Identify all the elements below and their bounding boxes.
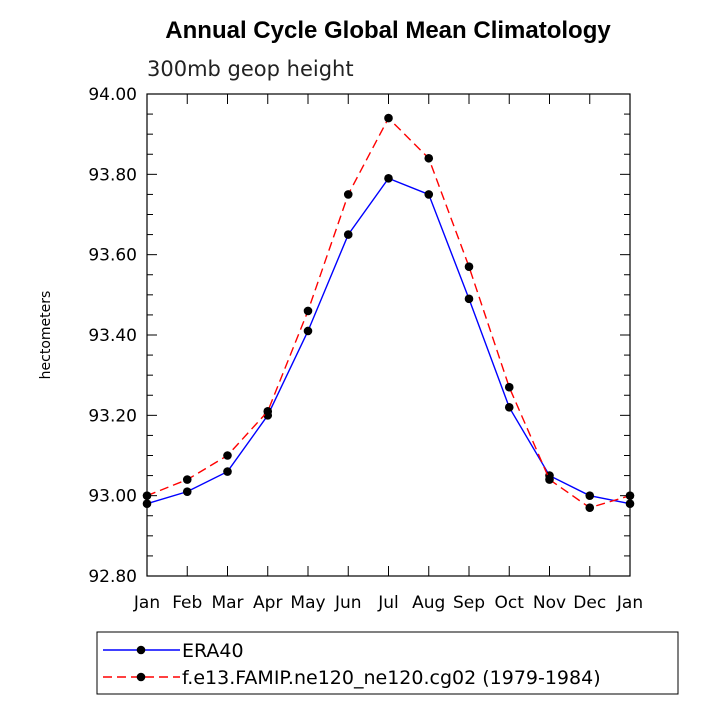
data-point-series-2 [545,475,554,484]
chart-subtitle: 300mb geop height [147,57,354,81]
y-tick-label: 93.00 [88,487,137,507]
x-tick-label: May [290,593,325,613]
y-tick-label: 92.80 [88,567,137,587]
data-point-series-1 [343,230,353,239]
data-point-series-2 [263,407,273,416]
x-tick-label: Aug [412,593,445,613]
data-point-series-2 [182,475,192,484]
data-point-series-1 [424,190,434,199]
y-axis-label: hectometers [38,291,54,380]
data-point-series-2 [223,451,232,460]
x-tick-label: Sep [453,593,485,613]
legend: ERA40 f.e13.FAMIP.ne120_ne120.cg02 (1979-… [103,640,601,689]
legend-box [96,631,679,695]
data-point-series-1 [303,326,313,336]
legend-label-1: ERA40 [182,640,244,662]
x-tick-label: Feb [172,593,202,613]
data-point-series-2 [424,153,434,163]
data-point-series-1 [504,403,514,412]
x-tick-label: Jan [133,593,160,613]
y-tick-label: 93.80 [88,165,137,185]
y-tick-label: 93.40 [88,326,137,346]
data-point-series-2 [303,306,313,316]
x-tick-label: Mar [211,593,243,613]
data-point-series-2 [142,491,152,500]
plot-frame [146,93,631,577]
data-point-series-2 [625,491,635,500]
data-point-series-1 [182,487,192,496]
x-tick-label: Jul [377,593,399,613]
x-tick-label: Jan [616,593,643,613]
series-layer [142,113,635,513]
y-tick-label: 93.20 [88,406,137,426]
data-point-series-2 [384,113,393,123]
chart-title: Annual Cycle Global Mean Climatology [165,17,611,44]
y-tick-label: 93.60 [88,246,137,266]
x-tick-label: Jun [334,593,362,613]
y-tick-label: 94.00 [88,85,137,105]
x-tick-label: Dec [573,593,606,613]
legend-marker-1 [136,645,146,655]
x-tick-label: Oct [495,593,525,613]
data-point-series-2 [585,503,595,513]
data-point-series-2 [464,262,474,272]
data-point-series-1 [142,499,152,509]
series-line-1 [146,177,631,505]
axes-layer: 92.80 93.00 93.20 93.40 93.60 93.80 94.00 Jan Fe… [88,85,643,613]
legend-label-2: f.e13.FAMIP.ne120_ne120.cg02 (1979-1984) [182,667,601,689]
data-point-series-1 [625,499,635,509]
legend-marker-2 [136,672,146,682]
data-point-series-2 [504,382,514,392]
x-tick-label: Apr [253,593,282,613]
data-point-series-1 [464,294,474,304]
data-point-series-2 [343,190,353,199]
data-point-series-1 [384,174,393,183]
data-point-series-1 [223,467,232,476]
x-tick-label: Nov [533,593,566,613]
data-point-series-1 [585,491,595,500]
